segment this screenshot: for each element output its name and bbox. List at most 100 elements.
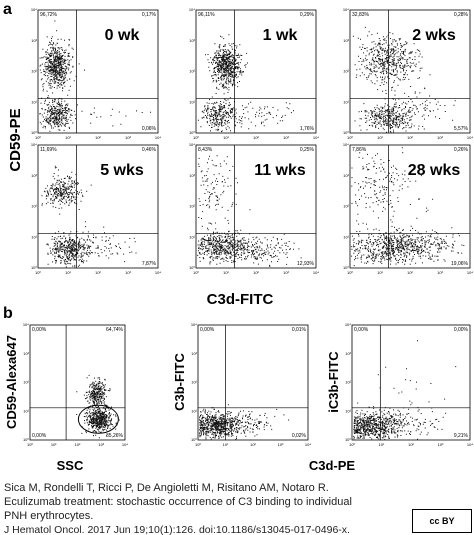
x-tick-label: 10² [75,442,81,447]
quadrant-percent: 0,00% [32,433,47,439]
y-tick-label: 10² [31,204,37,209]
y-tick-label: 10⁰ [343,130,349,135]
y-tick-label: 10² [31,69,37,74]
quadrant-percent: 0,26% [454,147,469,153]
x-tick-label: 10¹ [65,135,71,140]
y-axis-label: C3b-FITC [172,353,187,411]
event-dots [76,374,120,439]
y-tick-label: 10³ [23,351,29,356]
y-tick-label: 10⁰ [31,130,37,135]
event-dots [197,34,294,133]
x-tick-label: 10¹ [223,135,229,140]
x-tick-label: 10⁴ [155,135,161,140]
quadrant-percent: 0,28% [454,12,469,18]
x-tick-label: 10⁴ [155,270,161,275]
x-tick-label: 10² [95,270,101,275]
x-axis-label: SSC [57,458,84,473]
x-tick-label: 10³ [438,442,444,447]
x-tick-label: 10³ [283,270,289,275]
y-tick-label: 10² [343,69,349,74]
license-badge: cc BY [412,509,472,533]
quadrant-percent: 0,00% [354,327,369,333]
y-tick-label: 10⁴ [31,7,37,12]
x-tick-label: 10³ [437,135,443,140]
y-tick-label: 10⁰ [189,130,195,135]
y-tick-label: 10³ [189,173,195,178]
event-dots [41,165,137,268]
x-tick-label: 10⁰ [35,135,41,140]
y-tick-label: 10¹ [191,408,197,413]
y-tick-label: 10⁴ [343,7,349,12]
y-tick-label: 10⁰ [189,265,195,270]
quadrant-percent: 0,17% [142,12,157,18]
quadrant-percent: 0,00% [200,327,215,333]
plot-frame [349,9,471,134]
plot-title: 28 wks [408,162,461,179]
quadrant-percent: 0,01% [292,327,307,333]
x-tick-label: 10⁰ [349,442,355,447]
y-tick-label: 10² [189,204,195,209]
y-tick-label: 10⁴ [191,322,197,327]
plot-title: 2 wks [412,27,456,44]
x-tick-label: 10⁴ [305,442,311,447]
x-tick-label: 10⁴ [313,135,319,140]
plot-title: 5 wks [100,162,144,179]
y-tick-label: 10⁴ [23,322,29,327]
x-tick-label: 10³ [125,270,131,275]
event-dots [352,26,456,133]
x-tick-label: 10³ [283,135,289,140]
quadrant-percent: 0,46% [142,147,157,153]
y-tick-label: 10⁴ [345,322,351,327]
y-tick-label: 10¹ [23,408,29,413]
x-tick-label: 10¹ [223,270,229,275]
x-tick-label: 10¹ [223,442,229,447]
panel-label: b [3,305,13,322]
quadrant-percent: 0,02% [292,433,307,439]
y-tick-label: 10⁴ [31,142,37,147]
quadrant-percent: 35,26% [106,433,124,439]
quadrant-percent: 7,87% [142,261,157,267]
x-tick-label: 10⁴ [313,270,319,275]
x-tick-label: 10¹ [51,442,57,447]
quadrant-percent: 96,72% [40,12,58,18]
quadrant-percent: 0,00% [32,327,47,333]
x-tick-label: 10³ [125,135,131,140]
y-tick-label: 10² [343,204,349,209]
x-tick-label: 10¹ [379,442,385,447]
x-tick-label: 10² [253,135,259,140]
x-axis-label: C3d-FITC [207,291,274,308]
quadrant-percent: 0,00% [454,327,469,333]
y-tick-label: 10¹ [345,408,351,413]
y-axis-label: CD59-Alexa647 [4,335,19,429]
plot-title: 11 wks [254,162,306,179]
panel-label: a [3,1,12,18]
event-dots [199,404,290,440]
y-tick-label: 10³ [189,38,195,43]
gate-ellipse [77,404,119,434]
x-tick-label: 10² [95,135,101,140]
x-tick-label: 10² [253,270,259,275]
y-tick-label: 10⁴ [189,142,195,147]
y-tick-label: 10⁰ [31,265,37,270]
y-tick-label: 10¹ [343,234,349,239]
y-tick-label: 10⁴ [343,142,349,147]
quadrant-percent: 32,83% [352,12,370,18]
y-tick-label: 10¹ [189,99,195,104]
y-tick-label: 10² [345,380,351,385]
y-tick-label: 10³ [191,351,197,356]
y-tick-label: 10¹ [31,234,37,239]
x-axis-label: C3d-PE [309,458,356,473]
citation-line: J Hematol Oncol. 2017 Jun 19;10(1):126. … [4,524,350,535]
quadrant-percent: 1,76% [300,126,315,132]
y-tick-label: 10⁰ [23,437,29,442]
quadrant-percent: 12,93% [297,261,315,267]
x-tick-label: 10¹ [377,135,383,140]
quadrant-percent: 19,06% [451,261,469,267]
x-tick-label: 10⁰ [193,135,199,140]
x-tick-label: 10⁴ [467,135,473,140]
y-tick-label: 10³ [31,173,37,178]
plot-title: 1 wk [263,27,298,44]
citation-line: Sica M, Rondelli T, Ricci P, De Angiolet… [4,482,329,494]
